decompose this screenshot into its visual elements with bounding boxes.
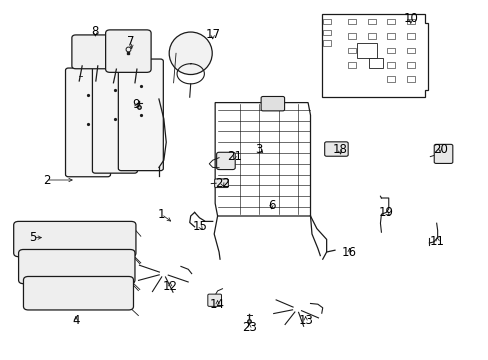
- FancyBboxPatch shape: [207, 294, 221, 306]
- Bar: [368, 58, 382, 68]
- Text: 5: 5: [29, 231, 37, 244]
- Ellipse shape: [169, 32, 212, 75]
- Bar: [386, 19, 394, 24]
- Bar: [347, 62, 355, 68]
- FancyBboxPatch shape: [324, 142, 347, 156]
- Bar: [367, 48, 375, 53]
- Bar: [322, 19, 330, 24]
- Bar: [386, 33, 394, 39]
- Bar: [406, 62, 414, 68]
- Text: 7: 7: [127, 35, 135, 48]
- Text: 23: 23: [242, 321, 256, 334]
- Text: 6: 6: [267, 199, 275, 212]
- FancyBboxPatch shape: [118, 59, 163, 171]
- Bar: [347, 19, 355, 24]
- Text: 22: 22: [215, 177, 229, 190]
- Bar: [386, 48, 394, 53]
- Text: 18: 18: [332, 143, 346, 156]
- FancyBboxPatch shape: [105, 30, 151, 72]
- Text: 16: 16: [342, 246, 356, 258]
- Bar: [406, 19, 414, 24]
- Bar: [347, 48, 355, 53]
- Text: 13: 13: [298, 314, 312, 327]
- Text: 10: 10: [403, 12, 417, 24]
- Text: 11: 11: [429, 235, 444, 248]
- Text: 21: 21: [227, 150, 242, 163]
- FancyBboxPatch shape: [23, 276, 133, 310]
- Text: 14: 14: [210, 298, 224, 311]
- FancyBboxPatch shape: [214, 179, 228, 188]
- Bar: [322, 40, 330, 46]
- Bar: [347, 33, 355, 39]
- Text: 20: 20: [432, 143, 447, 156]
- FancyBboxPatch shape: [216, 152, 235, 170]
- Bar: [356, 43, 376, 58]
- Text: 4: 4: [72, 314, 80, 327]
- Bar: [406, 33, 414, 39]
- Bar: [386, 76, 394, 82]
- Bar: [367, 19, 375, 24]
- FancyBboxPatch shape: [261, 96, 284, 111]
- Text: 15: 15: [193, 220, 207, 233]
- Bar: [406, 76, 414, 82]
- Polygon shape: [321, 14, 427, 97]
- Bar: [367, 33, 375, 39]
- FancyBboxPatch shape: [72, 35, 110, 69]
- Bar: [406, 48, 414, 53]
- FancyBboxPatch shape: [92, 63, 137, 173]
- FancyBboxPatch shape: [433, 144, 452, 163]
- Polygon shape: [215, 103, 310, 216]
- Bar: [386, 62, 394, 68]
- Text: 19: 19: [378, 206, 393, 219]
- FancyBboxPatch shape: [14, 221, 136, 257]
- Text: 3: 3: [255, 143, 263, 156]
- FancyBboxPatch shape: [19, 249, 135, 284]
- Bar: [322, 30, 330, 35]
- Text: 2: 2: [42, 174, 50, 186]
- Text: 8: 8: [91, 25, 99, 38]
- Text: 17: 17: [205, 28, 220, 41]
- Text: 12: 12: [163, 280, 177, 293]
- Text: 1: 1: [157, 208, 165, 221]
- Text: 9: 9: [132, 98, 140, 111]
- FancyBboxPatch shape: [65, 68, 110, 177]
